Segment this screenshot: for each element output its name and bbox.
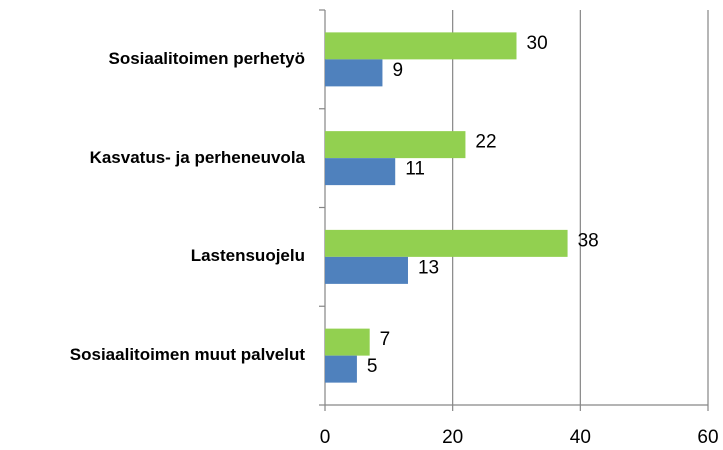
data-label: 7 [380, 329, 391, 350]
bar [325, 158, 396, 186]
y-tick-label-box: Sosiaalitoimen perhetyö [0, 10, 306, 109]
x-tick-label: 20 [442, 427, 463, 448]
data-label: 30 [527, 33, 548, 54]
y-tick-label: Lastensuojelu [190, 246, 305, 266]
data-label: 22 [475, 132, 496, 153]
bar [325, 131, 466, 159]
y-tick-label: Sosiaalitoimen muut palvelut [69, 345, 305, 365]
y-tick-label-box: Lastensuojelu [0, 208, 305, 307]
data-label: 38 [578, 230, 599, 251]
y-tick-label-box: Sosiaalitoimen muut palvelut [0, 306, 305, 405]
bar [325, 355, 357, 383]
x-tick-label: 40 [570, 427, 591, 448]
y-tick-label-box: Kasvatus- ja perheneuvola [0, 109, 305, 208]
bar [325, 229, 568, 257]
bar [325, 32, 517, 60]
bar [325, 328, 370, 356]
data-label: 9 [392, 60, 403, 81]
data-label: 5 [367, 356, 378, 377]
bar [325, 59, 383, 87]
x-tick-label: 0 [320, 427, 331, 448]
y-tick-label: Kasvatus- ja perheneuvola [89, 147, 305, 167]
data-label: 11 [405, 159, 425, 180]
data-label: 13 [418, 257, 439, 278]
bar [325, 256, 408, 284]
x-tick-label: 60 [697, 427, 718, 448]
y-tick-label: Sosiaalitoimen perhetyö [108, 48, 306, 68]
